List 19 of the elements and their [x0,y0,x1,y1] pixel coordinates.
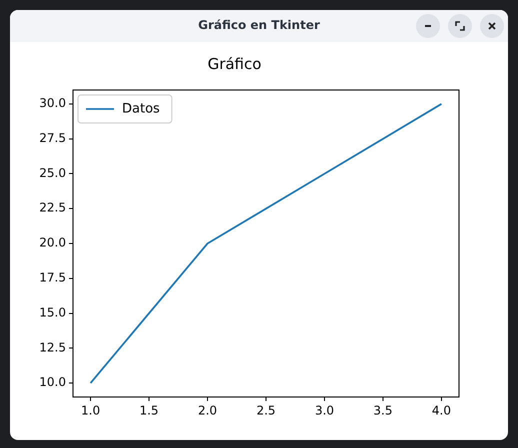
x-tick-label: 3.5 [373,403,393,418]
x-tick-label: 2.0 [198,403,218,418]
y-tick-label: 12.5 [39,340,66,354]
legend-label: Datos [122,101,160,116]
x-tick-label: 4.0 [432,403,451,418]
y-tick-label: 22.5 [39,200,66,215]
y-tick-label: 25.0 [39,166,66,180]
y-tick-label: 10.0 [39,375,66,390]
text: Gráfico en Tkinter [197,18,321,32]
x-tick-label: 1.5 [139,403,159,418]
y-tick-label: 15.0 [39,305,66,320]
y-tick-label: 30.0 [39,96,66,110]
y-tick-label: 27.5 [39,130,66,145]
y-tick-label: 20.0 [39,236,66,250]
y-tick-label: 17.5 [39,270,66,285]
x-tick-label: 1.0 [81,403,100,418]
x-tick-label: 3.0 [314,403,334,418]
chart-title: Gráfico [208,54,262,73]
x-tick-label: 2.5 [256,403,276,418]
